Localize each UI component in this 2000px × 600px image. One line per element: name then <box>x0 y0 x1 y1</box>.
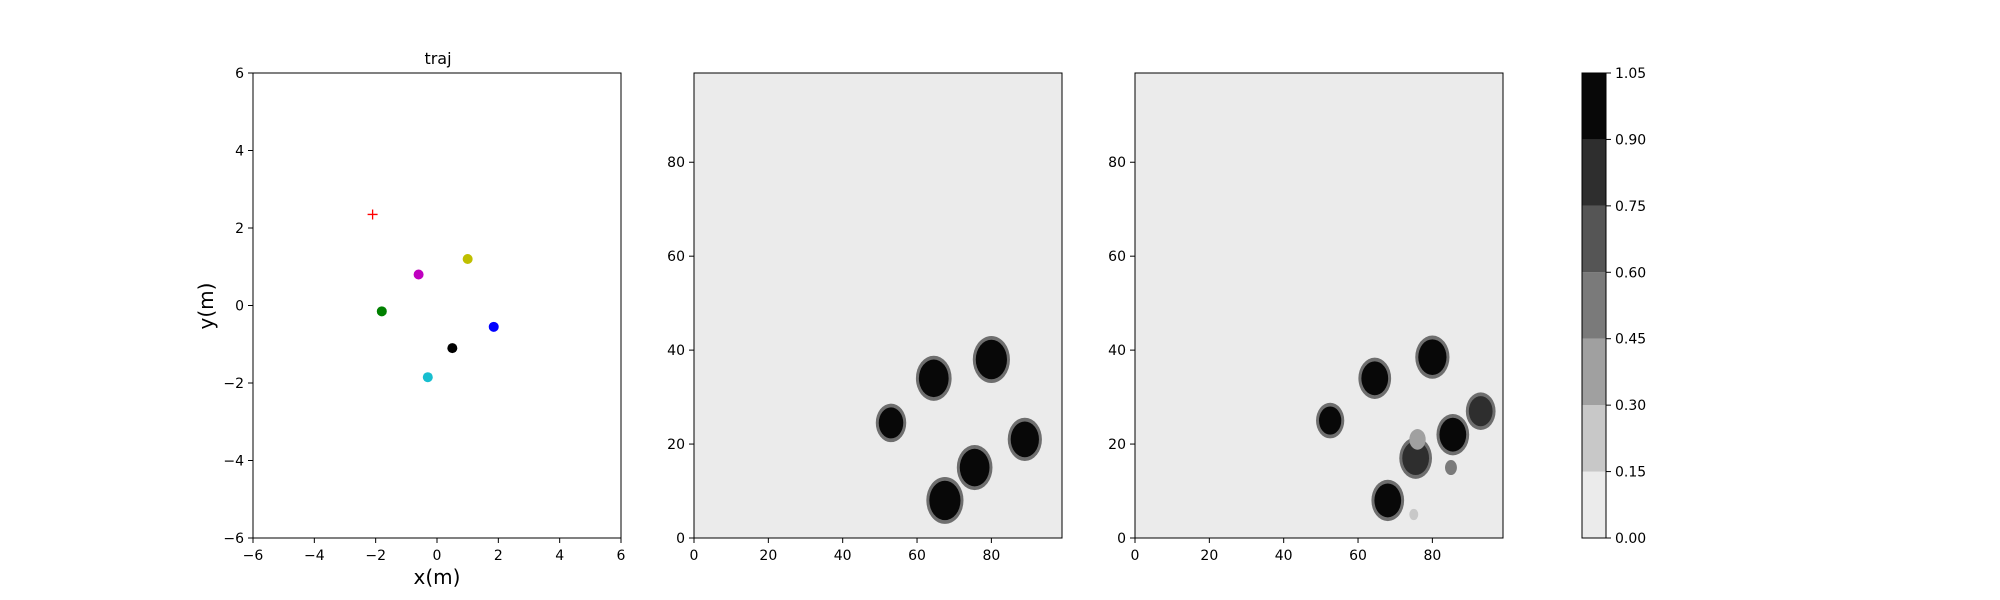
agent-point <box>422 372 433 383</box>
heatmap-true-blob <box>959 448 990 487</box>
colorbar-band <box>1582 338 1606 406</box>
heatmap-estimate-blob <box>1445 460 1457 476</box>
colorbar-tick-label: 0.90 <box>1615 132 1646 148</box>
heatmap-true-x-tick-label: 20 <box>759 548 777 564</box>
heatmap-estimate-blob <box>1374 483 1402 518</box>
trajectory-y-tick-label: −2 <box>223 376 244 392</box>
colorbar: 0.00 0.15 0.30 0.45 0.60 0.75 0.90 1.05 <box>1581 66 1646 547</box>
colorbar-band <box>1582 205 1606 273</box>
trajectory-y-ticks: −6 −4 −2 0 2 4 6 <box>223 66 253 547</box>
trajectory-x-tick-label: 4 <box>555 548 564 564</box>
trajectory-y-tick-label: 6 <box>235 66 244 82</box>
heatmap-true-x-ticks: 0 20 40 60 80 <box>690 538 1000 564</box>
heatmap-estimate-blob <box>1361 361 1389 396</box>
heatmap-true-y-ticks: 0 20 40 60 80 <box>667 155 694 547</box>
heatmap-estimate-x-tick-label: 60 <box>1349 548 1367 564</box>
heatmap-estimate-blob <box>1319 406 1342 435</box>
heatmap-estimate-y-tick-label: 40 <box>1108 343 1126 359</box>
heatmap-true-x-tick-label: 60 <box>908 548 926 564</box>
trajectory-x-tick-label: 0 <box>433 548 442 564</box>
heatmap-true-blob <box>929 480 961 521</box>
heatmap-estimate-blob <box>1439 417 1467 452</box>
colorbar-tick-label: 0.30 <box>1615 398 1646 414</box>
trajectory-title: traj <box>424 49 451 68</box>
colorbar-tick-label: 0.45 <box>1615 332 1646 348</box>
colorbar-bands <box>1582 73 1606 538</box>
trajectory-y-tick-label: 4 <box>235 144 244 160</box>
heatmap-estimate-y-tick-label: 0 <box>1117 531 1126 547</box>
heatmap-true-background <box>694 73 1062 538</box>
heatmap-estimate-x-tick-label: 80 <box>1423 548 1441 564</box>
trajectory-x-tick-label: 6 <box>617 548 626 564</box>
agent-point <box>488 321 499 332</box>
target-plus-marker <box>367 209 378 220</box>
heatmap-estimate-background <box>1135 73 1503 538</box>
trajectory-x-tick-label: −6 <box>243 548 264 564</box>
trajectory-y-tick-label: 0 <box>235 299 244 315</box>
heatmap-true-y-tick-label: 40 <box>667 343 685 359</box>
colorbar-tick-label: 0.60 <box>1615 265 1646 281</box>
heatmap-estimate-blob <box>1409 508 1419 521</box>
trajectory-panel: traj −6 −4 −2 0 2 4 6 −6 −4 −2 0 2 4 6 x(m) y(m) <box>194 49 626 589</box>
colorbar-band <box>1582 139 1606 206</box>
heatmap-true-y-tick-label: 60 <box>667 249 685 265</box>
trajectory-y-tick-label: −6 <box>223 531 244 547</box>
colorbar-tick-label: 0.15 <box>1615 465 1646 481</box>
trajectory-x-label: x(m) <box>414 565 461 589</box>
heatmap-estimate-y-ticks: 0 20 40 60 80 <box>1108 155 1135 547</box>
colorbar-band <box>1582 405 1606 472</box>
heatmap-true-x-tick-label: 0 <box>690 548 699 564</box>
heatmap-true-frame <box>693 72 1063 539</box>
heatmap-estimate-x-ticks: 0 20 40 60 80 <box>1131 538 1441 564</box>
colorbar-tick-label: 0.75 <box>1615 199 1646 215</box>
heatmap-true-x-tick-label: 80 <box>982 548 1000 564</box>
heatmap-true-blob <box>918 359 949 398</box>
trajectory-y-tick-label: 2 <box>235 221 244 237</box>
trajectory-axes-frame <box>252 72 622 539</box>
heatmap-true-y-tick-label: 80 <box>667 155 685 171</box>
heatmap-true-y-tick-label: 0 <box>676 531 685 547</box>
heatmap-estimate-frame <box>1134 72 1504 539</box>
trajectory-y-label: y(m) <box>194 283 218 330</box>
heatmap-true-blob <box>975 339 1007 380</box>
colorbar-band <box>1582 73 1606 140</box>
colorbar-band <box>1582 272 1606 339</box>
heatmap-true-blob <box>878 407 904 439</box>
heatmap-panel-true: 0 20 40 60 80 0 20 40 60 80 <box>667 72 1063 564</box>
heatmap-estimate-x-tick-label: 40 <box>1275 548 1293 564</box>
heatmap-true-blob <box>1010 421 1039 458</box>
trajectory-x-tick-label: −2 <box>365 548 386 564</box>
heatmap-true-x-tick-label: 40 <box>834 548 852 564</box>
trajectory-y-tick-label: −4 <box>223 454 244 470</box>
heatmap-estimate-blob <box>1418 339 1447 376</box>
heatmap-panel-estimate: 0 20 40 60 80 0 20 40 60 80 <box>1108 72 1504 564</box>
trajectory-x-ticks: −6 −4 −2 0 2 4 6 <box>243 538 626 564</box>
agent-point <box>462 254 473 264</box>
heatmap-estimate-y-tick-label: 60 <box>1108 249 1126 265</box>
agent-point <box>447 343 458 354</box>
colorbar-tick-label: 1.05 <box>1615 66 1646 82</box>
trajectory-x-tick-label: −4 <box>304 548 325 564</box>
colorbar-tick-label: 0.00 <box>1615 531 1646 547</box>
agent-point <box>376 306 387 317</box>
heatmap-estimate-y-tick-label: 80 <box>1108 155 1126 171</box>
heatmap-estimate-blobs <box>1316 335 1496 522</box>
heatmap-estimate-blob <box>1402 441 1430 476</box>
heatmap-estimate-y-tick-label: 20 <box>1108 437 1126 453</box>
heatmap-true-y-tick-label: 20 <box>667 437 685 453</box>
heatmap-estimate-x-tick-label: 0 <box>1131 548 1140 564</box>
heatmap-estimate-blob <box>1468 396 1493 427</box>
colorbar-band <box>1582 471 1606 538</box>
trajectory-marks <box>367 209 499 383</box>
heatmap-estimate-blob <box>1409 429 1426 450</box>
colorbar-ticks: 0.00 0.15 0.30 0.45 0.60 0.75 0.90 1.05 <box>1606 66 1646 547</box>
colorbar-frame <box>1581 72 1607 539</box>
trajectory-x-tick-label: 2 <box>494 548 503 564</box>
heatmap-true-blobs <box>875 336 1042 524</box>
heatmap-estimate-x-tick-label: 20 <box>1200 548 1218 564</box>
agent-point <box>413 269 424 280</box>
